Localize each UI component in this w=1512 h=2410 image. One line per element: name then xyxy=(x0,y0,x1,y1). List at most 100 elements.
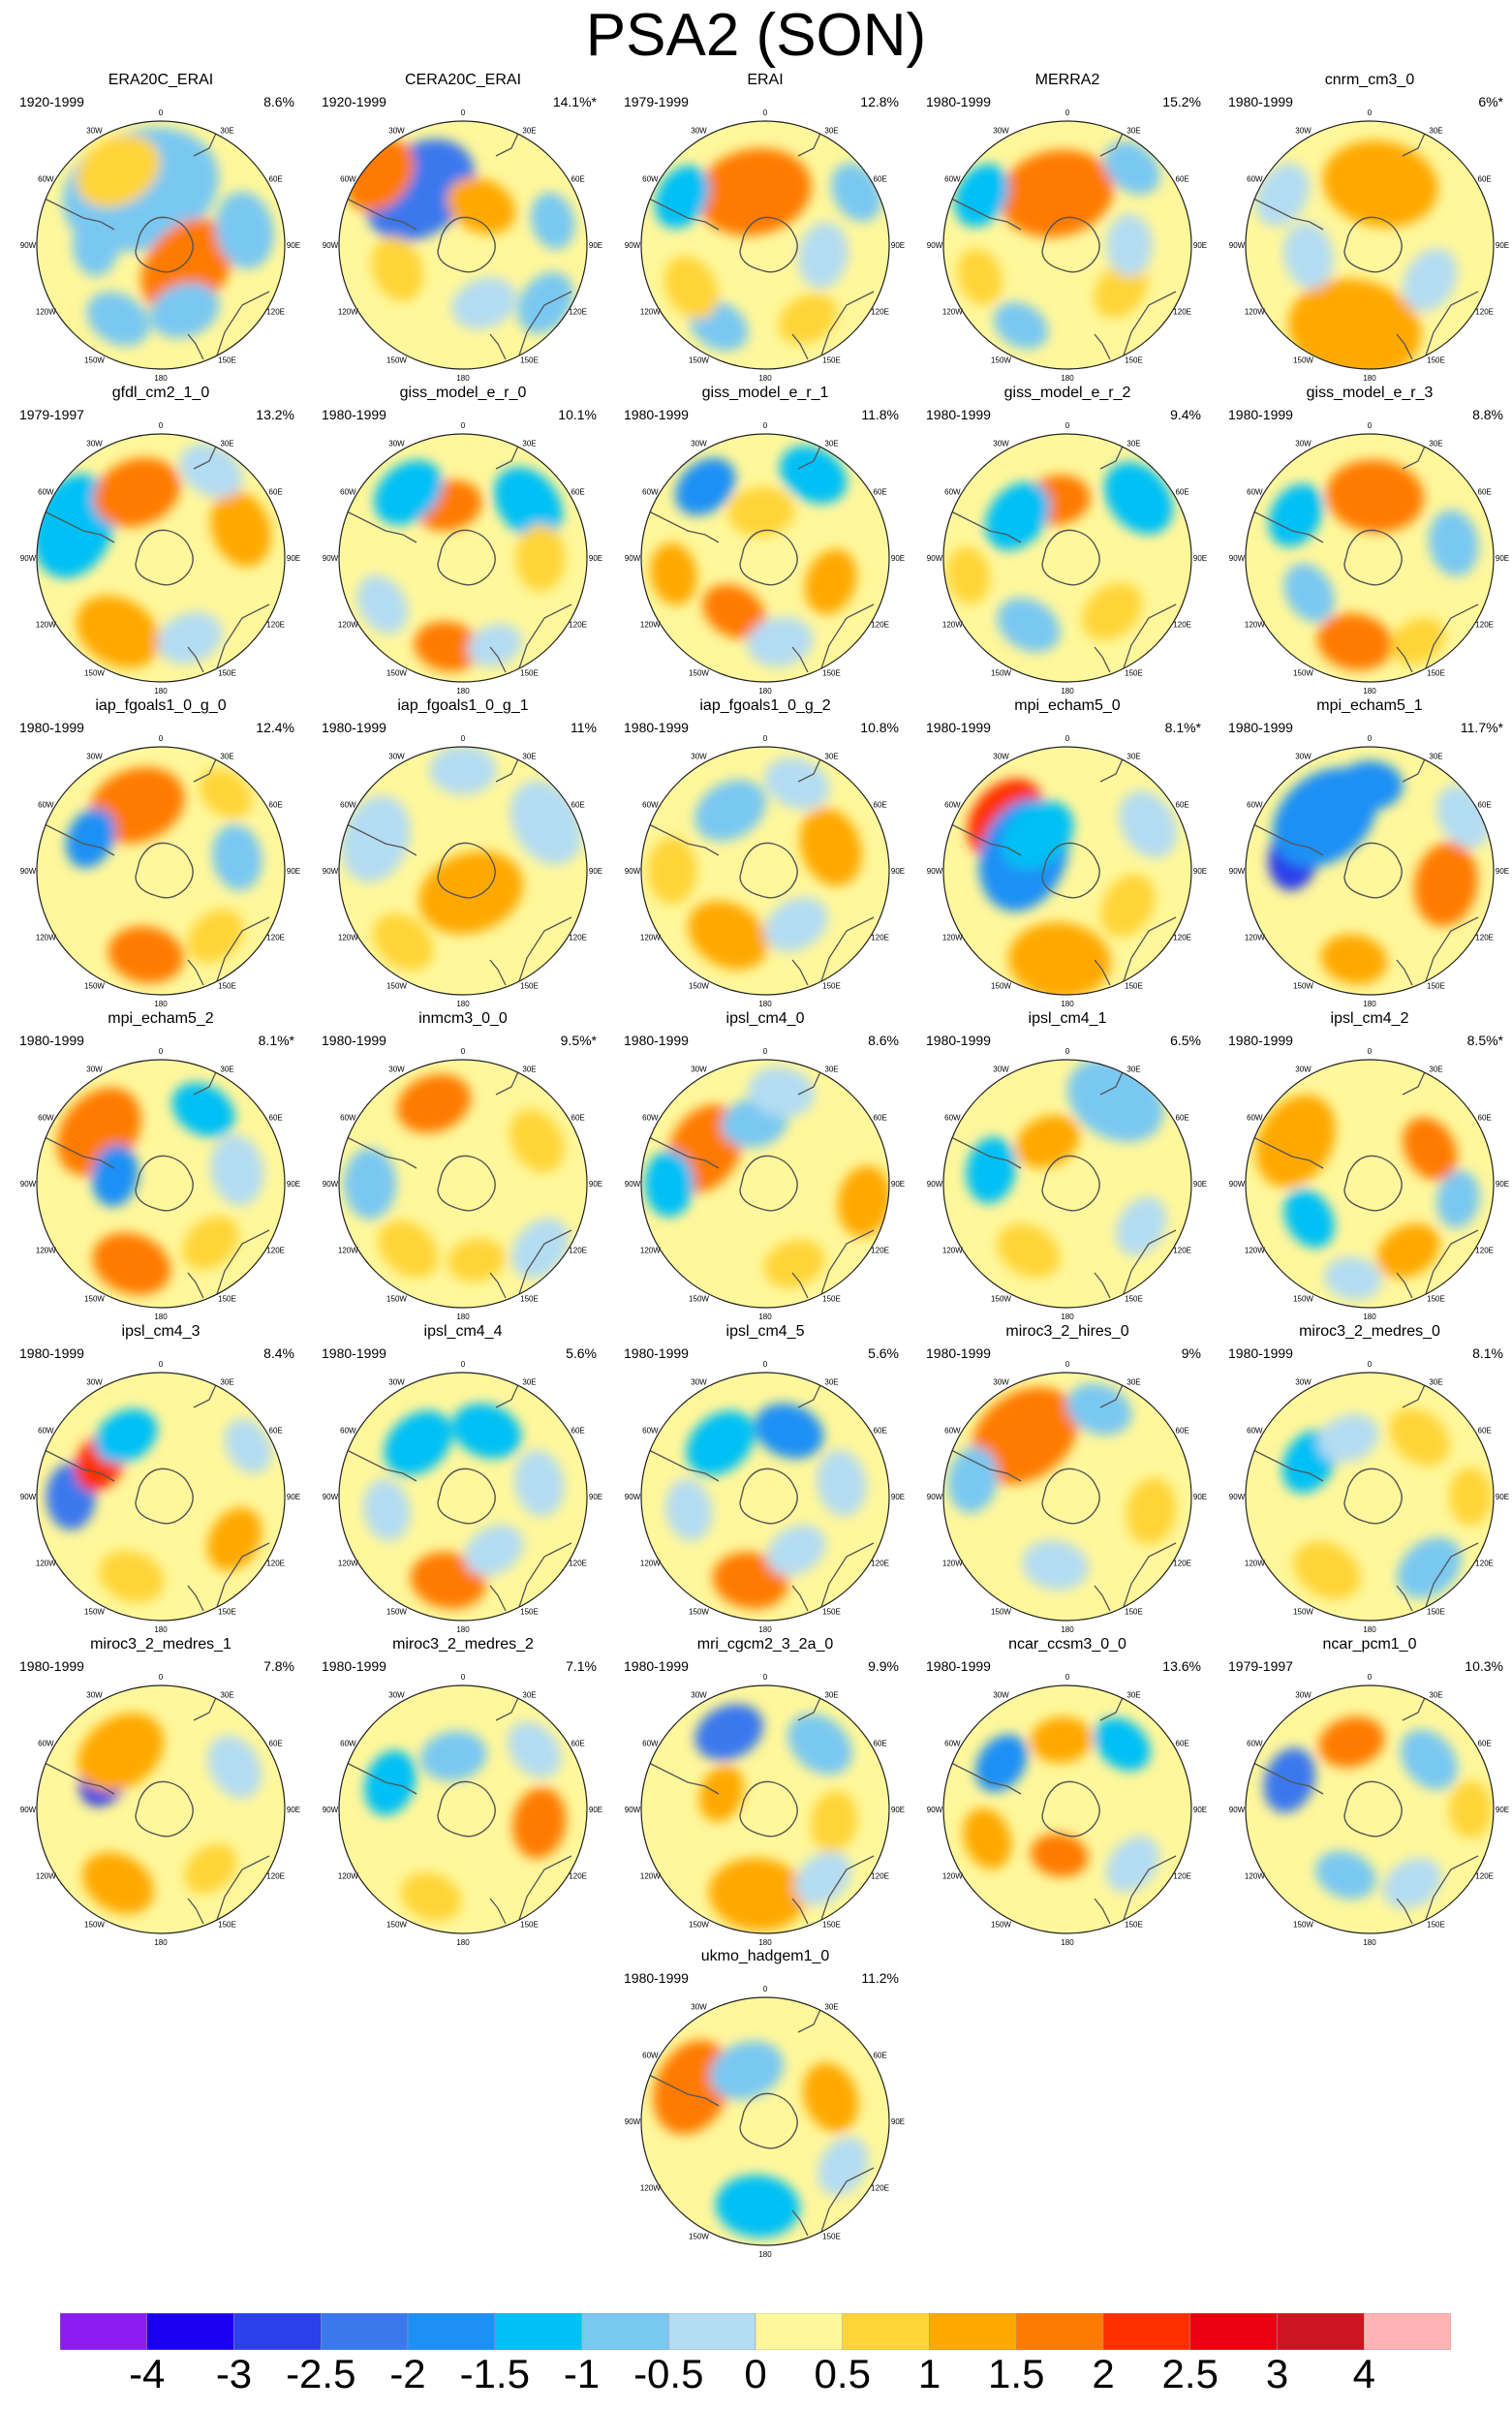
longitude-label: 150W xyxy=(1293,982,1313,991)
contour-field xyxy=(708,1858,807,1931)
colorbar-tick-label: 4 xyxy=(1352,2351,1375,2396)
longitude-label: 120E xyxy=(569,621,587,630)
longitude-label: 60E xyxy=(874,1740,887,1748)
contour-field xyxy=(65,808,115,869)
polar-map: 0 30E 60E 90E 120E 150E 180 150W 120W 90W 60W 30W xyxy=(1229,1673,1509,1945)
longitude-label: 120E xyxy=(1475,308,1494,317)
longitude-label: 0 xyxy=(763,421,768,430)
panel-percent: 8.6% xyxy=(868,1033,899,1048)
panel-years: 1980-1999 xyxy=(926,720,991,735)
map-panel: ipsl_cm4_0 1980-1999 8.6% 0 30E 60E 90E 120E 150… xyxy=(614,1009,916,1319)
panel-years: 1920-1999 xyxy=(322,94,386,109)
contour-field xyxy=(709,2041,784,2100)
panel-title: iap_fgoals1_0_g_2 xyxy=(699,697,831,714)
colorbar-tick-label: 0.5 xyxy=(814,2351,871,2396)
longitude-label: 90E xyxy=(589,1806,602,1814)
colorbar-swatch xyxy=(407,2313,495,2350)
longitude-label: 120W xyxy=(36,621,56,630)
contour-field xyxy=(963,1808,1012,1869)
longitude-label: 30E xyxy=(1126,439,1140,448)
coastline xyxy=(1343,529,1403,586)
longitude-label: 60W xyxy=(944,1427,961,1436)
longitude-label: 30E xyxy=(522,1690,536,1699)
contour-field xyxy=(650,542,697,605)
coastline xyxy=(1094,646,1111,673)
longitude-label: 30W xyxy=(993,752,1009,760)
longitude-label: 120E xyxy=(871,1872,889,1881)
coastline xyxy=(791,1898,809,1925)
colorbar-tick-label: 2 xyxy=(1092,2351,1115,2396)
coastline xyxy=(739,1155,798,1212)
longitude-label: 120W xyxy=(640,1872,661,1881)
map-boundary xyxy=(942,1684,1192,1934)
longitude-label: 0 xyxy=(763,734,768,743)
polar-map: 0 30E 60E 90E 120E 150E 180 150W 120W 90W 60W 30W xyxy=(625,1985,905,2257)
coastline xyxy=(346,1762,417,1795)
longitude-label: 30W xyxy=(1295,1377,1311,1386)
longitude-label: 60W xyxy=(38,488,54,497)
colorbar-swatch xyxy=(668,2313,756,2350)
contour-field xyxy=(513,1449,565,1517)
longitude-label: 150W xyxy=(991,982,1011,991)
longitude-label: 120E xyxy=(569,934,587,942)
contour-field xyxy=(966,1136,1017,1204)
coastline xyxy=(739,529,798,586)
longitude-label: 120W xyxy=(942,934,963,942)
longitude-label: 180 xyxy=(1061,1313,1074,1319)
longitude-label: 150W xyxy=(689,982,709,991)
contour-field xyxy=(665,1478,713,1541)
longitude-label: 30W xyxy=(691,1690,707,1699)
coastline xyxy=(437,529,496,586)
longitude-label: 60W xyxy=(642,2052,659,2060)
contour-field xyxy=(73,213,119,277)
coastline xyxy=(950,1136,1022,1169)
contour-field xyxy=(947,1446,999,1514)
panel-title: iap_fgoals1_0_g_0 xyxy=(95,697,227,714)
longitude-label: 150W xyxy=(991,356,1011,365)
longitude-label: 30W xyxy=(1295,1065,1311,1073)
longitude-label: 30E xyxy=(1429,1690,1442,1699)
contour-field xyxy=(837,1165,889,1237)
contour-field xyxy=(108,926,184,983)
longitude-label: 150W xyxy=(84,1295,105,1304)
longitude-label: 0 xyxy=(1368,421,1373,430)
contour-field xyxy=(1082,582,1143,640)
panel-years: 1979-1997 xyxy=(1228,1658,1293,1674)
longitude-label: 150W xyxy=(386,669,407,678)
longitude-label: 150W xyxy=(84,356,105,365)
contour-field xyxy=(429,747,497,795)
longitude-label: 60E xyxy=(1478,1114,1492,1123)
contour-field xyxy=(997,1223,1061,1279)
contour-field xyxy=(211,823,262,891)
longitude-label: 30E xyxy=(220,439,233,448)
longitude-label: 120W xyxy=(942,1872,963,1881)
coastline xyxy=(516,1855,572,1927)
contour-field xyxy=(343,1148,397,1220)
map-boundary xyxy=(1245,1372,1495,1622)
panel-title: miroc3_2_medres_1 xyxy=(90,1636,231,1653)
longitude-label: 60W xyxy=(38,175,54,184)
panel-percent: 9.5%* xyxy=(560,1033,597,1048)
contour-field xyxy=(1119,790,1178,858)
longitude-label: 150W xyxy=(1293,1295,1313,1304)
contour-field xyxy=(184,1843,237,1894)
longitude-label: 90W xyxy=(927,867,943,876)
longitude-label: 180 xyxy=(456,374,470,381)
longitude-label: 180 xyxy=(154,1938,168,1945)
contour-field xyxy=(999,149,1114,237)
panel-percent: 10.8% xyxy=(860,720,899,735)
map-boundary xyxy=(640,1372,890,1622)
contour-field xyxy=(92,1232,171,1295)
contour-field xyxy=(384,1410,452,1476)
longitude-label: 150W xyxy=(689,1295,709,1304)
coastline xyxy=(1396,1585,1413,1612)
map-boundary xyxy=(942,1059,1192,1309)
longitude-label: 150E xyxy=(822,2233,841,2241)
longitude-label: 0 xyxy=(763,108,768,117)
panel-percent: 8.8% xyxy=(1472,407,1503,422)
longitude-label: 30W xyxy=(993,1377,1009,1386)
coastline xyxy=(135,1155,194,1212)
panel-years: 1980-1999 xyxy=(322,407,386,422)
longitude-label: 120W xyxy=(640,308,661,317)
map-panel: ncar_ccsm3_0_0 1980-1999 13.6% 0 30E 60E 90E 12… xyxy=(916,1635,1219,1945)
